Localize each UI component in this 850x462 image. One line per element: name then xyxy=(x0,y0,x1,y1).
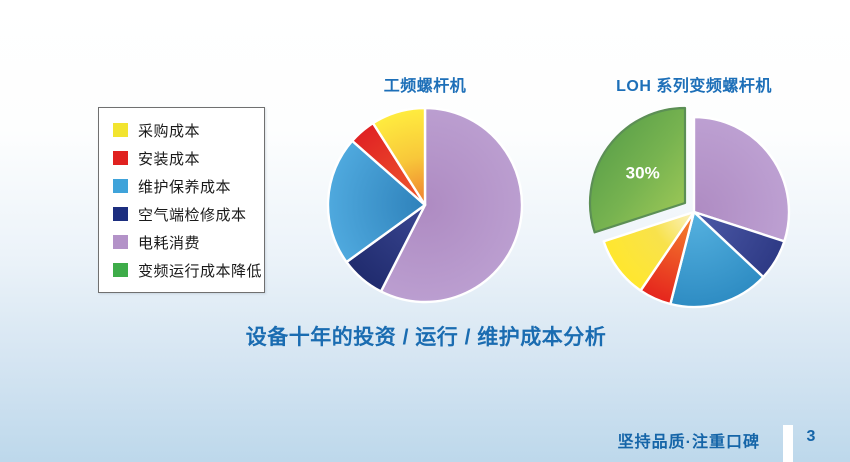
legend-swatch-install-cost xyxy=(113,151,128,165)
footer-slogan: 坚持品质·注重口碑 xyxy=(617,434,760,451)
page-number: 3 xyxy=(806,428,816,445)
legend-item-overhaul-cost: 空气端检修成本 xyxy=(113,204,258,225)
legend-swatch-savings xyxy=(113,263,128,277)
legend-label: 空气端检修成本 xyxy=(138,206,247,224)
chart-title-variable-frequency: LOH 系列变频螺杆机 xyxy=(616,78,772,95)
legend-item-purchase-cost: 采购成本 xyxy=(113,120,258,141)
pie-chart-fixed-frequency xyxy=(326,106,524,304)
legend-swatch-purchase-cost xyxy=(113,123,128,137)
slice-percentage-label: 30% xyxy=(626,163,660,182)
slide-caption: 设备十年的投资 / 运行 / 维护成本分析 xyxy=(245,326,607,349)
pie-slice-power-cost xyxy=(379,106,524,304)
legend-item-maintenance-cost: 维护保养成本 xyxy=(113,176,258,197)
legend-swatch-overhaul-cost xyxy=(113,207,128,221)
chart-title-fixed-frequency: 工频螺杆机 xyxy=(383,78,467,95)
pie-slice-maintenance-cost xyxy=(326,139,427,264)
legend-label: 维护保养成本 xyxy=(138,178,232,196)
pie-slice-power-cost xyxy=(692,115,791,243)
pie-chart-variable-frequency: 30% xyxy=(588,106,791,309)
legend-label: 变频运行成本降低 xyxy=(138,262,263,280)
pie-slice-maintenance-cost xyxy=(669,210,765,309)
footer-divider xyxy=(783,425,793,462)
legend-swatch-power-cost xyxy=(113,235,128,249)
pie-slice-purchase-cost xyxy=(602,210,696,292)
legend-swatch-maintenance-cost xyxy=(113,179,128,193)
legend-item-power-cost: 电耗消费 xyxy=(113,232,258,253)
legend-item-savings: 变频运行成本降低 xyxy=(113,260,262,281)
legend: 采购成本安装成本维护保养成本 空气端检修成本 电耗消费变频运行成本降低 xyxy=(98,107,265,293)
pie-slice-purchase-cost xyxy=(371,106,427,207)
pie-slice-savings xyxy=(588,106,687,234)
legend-label: 电耗消费 xyxy=(138,234,201,252)
legend-label: 安装成本 xyxy=(138,150,201,168)
legend-label: 采购成本 xyxy=(138,122,201,140)
legend-item-install-cost: 安装成本 xyxy=(113,148,258,169)
